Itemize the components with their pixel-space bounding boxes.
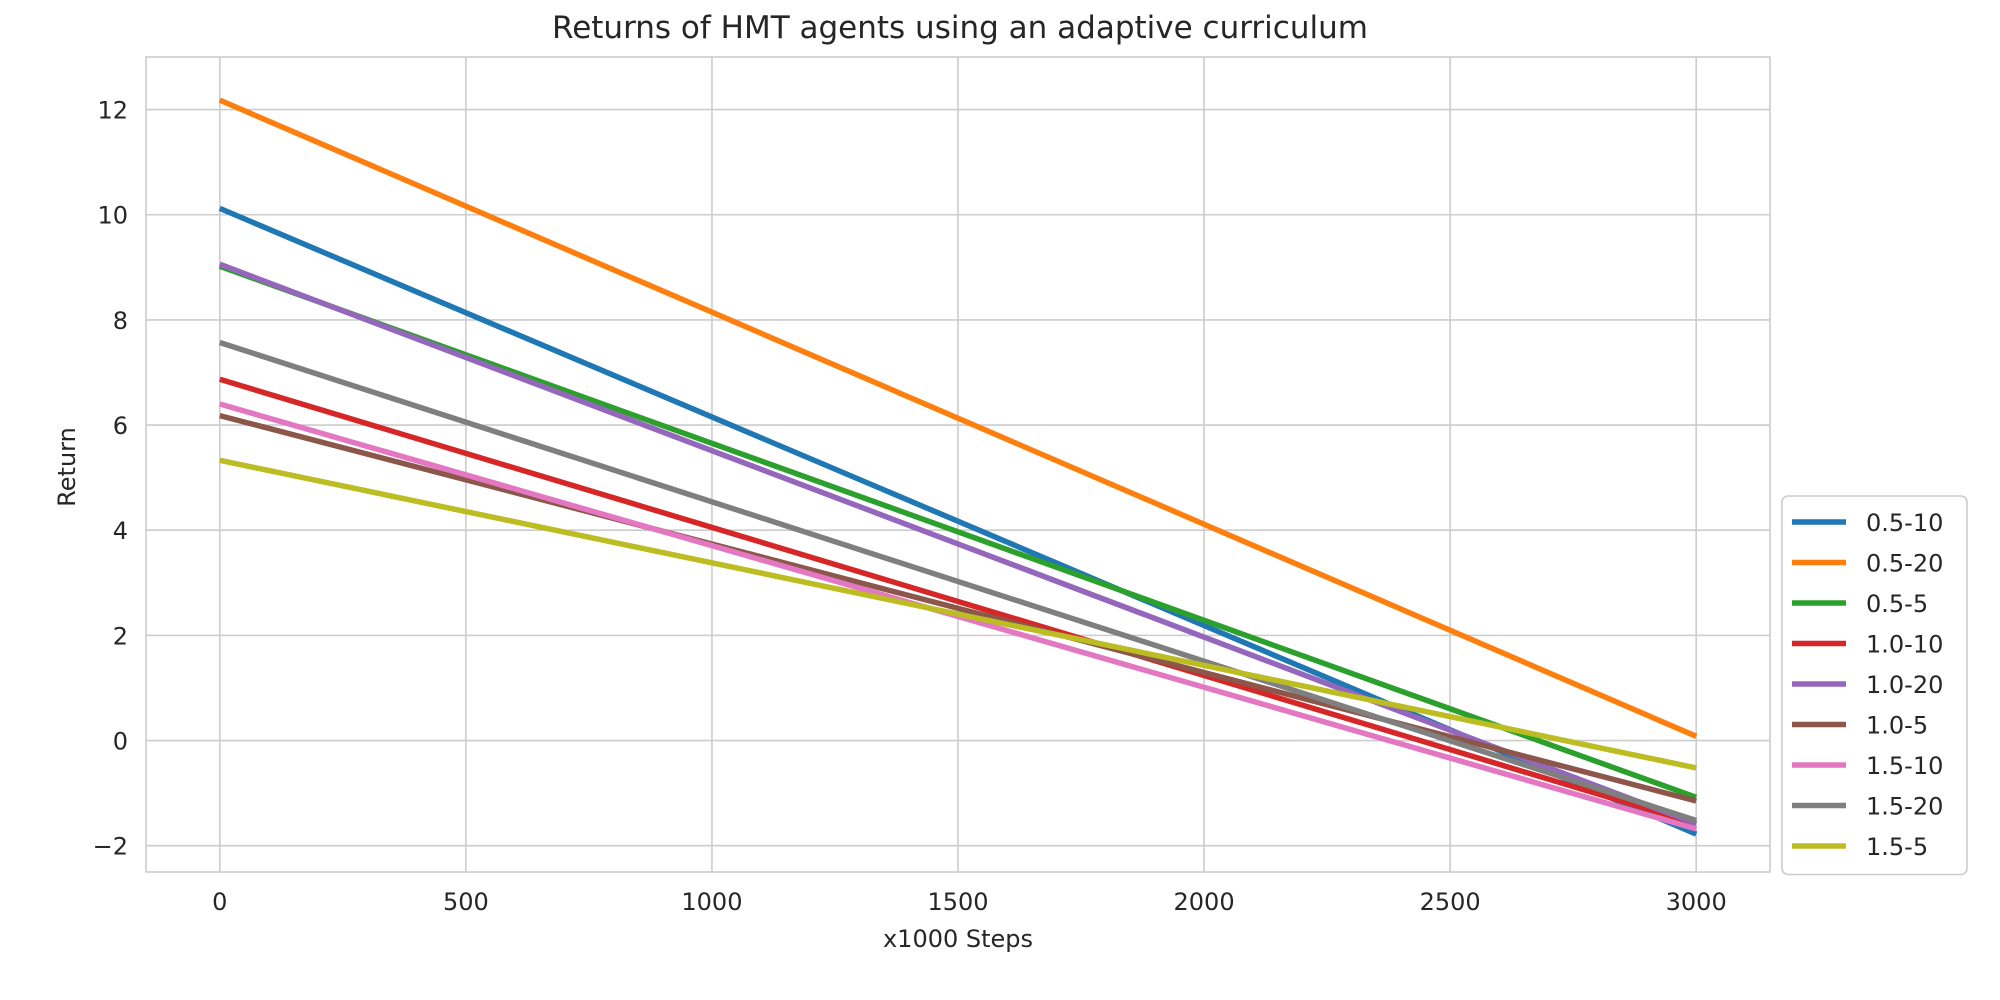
series-line-1.5-5 (219, 457, 1697, 771)
y-tick-labels: −2 0 2 4 6 8 10 12 (93, 97, 128, 861)
x-tick-label: 500 (443, 888, 489, 916)
x-tick-label: 3000 (1666, 888, 1727, 916)
series-line-1.0-20 (218, 261, 1698, 827)
legend-label: 0.5-5 (1866, 590, 1928, 618)
grid (146, 57, 1770, 872)
legend-label: 1.0-10 (1866, 631, 1943, 659)
legend-label: 0.5-10 (1866, 509, 1943, 537)
series-line-1.5-20 (218, 339, 1698, 824)
legend-box (1781, 495, 1968, 876)
series-line-1.0-5 (219, 412, 1697, 804)
y-tick-label: 2 (113, 622, 128, 650)
x-tick-label: 2000 (1174, 888, 1235, 916)
plot-frame (145, 56, 1771, 873)
legend-label: 1.5-10 (1866, 752, 1943, 780)
series-lines (218, 97, 1698, 837)
y-tick-label: 8 (113, 307, 128, 335)
x-axis-label: x1000 Steps (883, 925, 1033, 953)
x-tick-labels: 0 500 1000 1500 2000 2500 3000 (212, 888, 1727, 916)
chart-title: Returns of HMT agents using an adaptive … (552, 10, 1368, 46)
y-tick-label: 6 (113, 412, 128, 440)
legend-label: 1.5-20 (1866, 793, 1943, 821)
legend-label: 1.0-5 (1866, 712, 1928, 740)
y-axis-label: Return (53, 427, 81, 507)
y-tick-label: 12 (97, 97, 128, 125)
y-tick-label: −2 (93, 833, 128, 861)
y-tick-label: 0 (113, 728, 128, 756)
legend-label: 0.5-20 (1866, 550, 1943, 578)
series-line-0.5-20 (218, 97, 1698, 739)
legend: 0.5-10 0.5-20 0.5-5 1.0-10 1.0-20 1.0-5 1.5-10… (1781, 495, 1968, 876)
legend-label: 1.5-5 (1866, 833, 1928, 861)
x-tick-label: 0 (212, 888, 227, 916)
x-tick-label: 2500 (1420, 888, 1481, 916)
x-tick-label: 1500 (927, 888, 988, 916)
y-tick-label: 4 (113, 517, 128, 545)
y-tick-label: 10 (97, 202, 128, 230)
legend-label: 1.0-20 (1866, 671, 1943, 699)
x-tick-label: 1000 (681, 888, 742, 916)
series-line-1.0-10 (219, 376, 1697, 827)
